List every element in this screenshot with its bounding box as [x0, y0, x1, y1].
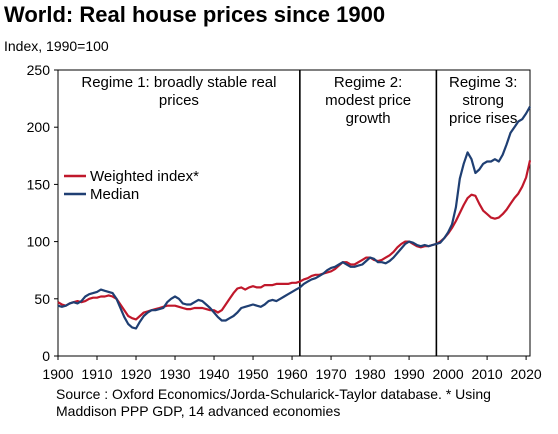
- chart-subtitle: Index, 1990=100: [4, 38, 109, 54]
- source-line-1: Source : Oxford Economics/Jorda-Schulari…: [56, 386, 491, 402]
- x-tick-label: 1910: [81, 366, 112, 382]
- legend-label: Median: [90, 186, 139, 203]
- x-tick-label: 2000: [433, 366, 464, 382]
- series-lines: [57, 106, 532, 330]
- regime-3-label: price rises: [449, 110, 517, 127]
- x-axis: 1900 1910 1920 1930 1940 1950 1960 1970 1980 1990…: [42, 356, 542, 382]
- regime-1-label: Regime 1: broadly stable real: [81, 74, 276, 91]
- x-tick-label: 1930: [159, 366, 190, 382]
- x-tick-label: 1900: [42, 366, 73, 382]
- y-tick-label: 250: [27, 62, 51, 78]
- x-tick-label: 2020: [511, 366, 542, 382]
- x-tick-label: 1940: [198, 366, 229, 382]
- regime-2-label: modest price: [325, 92, 411, 109]
- legend: Weighted index*Median: [64, 168, 199, 203]
- y-tick-label: 0: [42, 348, 50, 364]
- x-tick-label: 1950: [237, 366, 268, 382]
- source-note: Source : Oxford Economics/Jorda-Schulari…: [56, 386, 491, 420]
- x-tick-label: 1980: [354, 366, 385, 382]
- y-tick-label: 100: [27, 234, 51, 250]
- y-tick-label: 150: [27, 176, 51, 192]
- regime-1-label: prices: [159, 92, 199, 109]
- regime-2-label: growth: [346, 110, 391, 127]
- chart-title: World: Real house prices since 1900: [4, 2, 386, 27]
- plot-border: [57, 69, 531, 357]
- series-line-median: [57, 106, 531, 330]
- regime-2-label: Regime 2:: [334, 74, 402, 91]
- y-axis: 0 50 100 150 200 250: [27, 62, 58, 364]
- plot-frame: [57, 69, 531, 357]
- x-tick-label: 1960: [276, 366, 307, 382]
- x-tick-label: 2010: [472, 366, 503, 382]
- regime-dividers: [299, 70, 438, 356]
- x-tick-label: 1990: [393, 366, 424, 382]
- x-tick-label: 1920: [120, 366, 151, 382]
- regime-3-label: Regime 3:: [449, 74, 517, 91]
- series-line-weighted: [57, 160, 532, 321]
- y-tick-label: 50: [34, 291, 50, 307]
- legend-label: Weighted index*: [90, 168, 199, 185]
- x-tick-label: 1970: [315, 366, 346, 382]
- source-line-2: Maddison PPP GDP, 14 advanced economies: [56, 403, 341, 419]
- regime-3-label: strong: [462, 92, 504, 109]
- y-tick-label: 200: [27, 119, 51, 135]
